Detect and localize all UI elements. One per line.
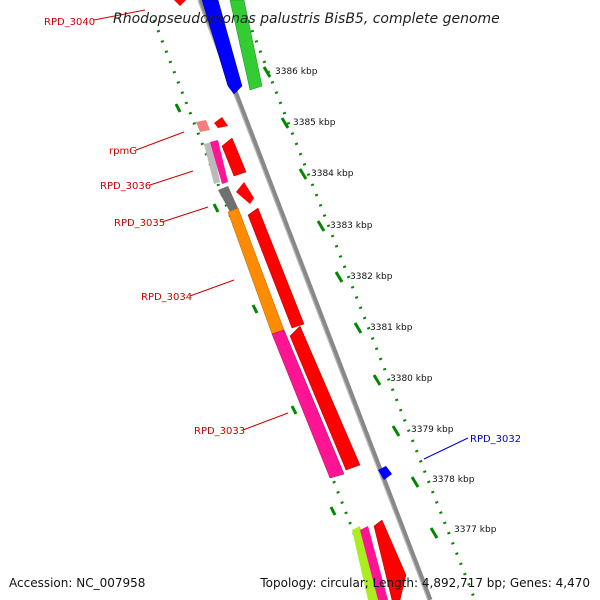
gene-label-rpmg: rpmG [109,146,137,157]
tick-label: 3384 kbp [311,169,354,179]
gene-label-rpd3034: RPD_3034 [141,292,192,303]
magenta-gene-a [210,140,228,184]
red-gene-mid [236,182,254,204]
diagram-title: Rhodopseudomonas palustris BisB5, comple… [113,11,500,27]
gene-label-rpd3040: RPD_3040 [44,17,95,28]
genome-summary-text: Topology: circular; Length: 4,892,717 bp… [260,576,590,590]
magenta-gene-c [360,526,388,600]
tick-label: 3378 kbp [432,475,475,485]
gray-gene-a [204,142,220,184]
tick-label: 3382 kbp [350,272,393,282]
tick-label: 3385 kbp [293,118,336,128]
genome-backbone [197,0,433,600]
tick-labels: 3386 kbp 3385 kbp 3384 kbp 3383 kbp 3382… [275,67,497,535]
magenta-gene-b [271,329,345,479]
gene-label-rpd3036: RPD_3036 [100,181,151,192]
tick-label: 3383 kbp [330,221,373,231]
forward-strand-genes [214,0,407,600]
green-gene-top [229,0,263,91]
gene-label-rpd3032: RPD_3032 [470,434,521,445]
light-pink-gene [196,120,210,132]
red-gene-long2 [289,325,361,471]
gene-label-rpd3035: RPD_3035 [114,218,165,229]
blue-gene-small [378,466,392,480]
leader-lines [93,9,469,460]
gene-label-rpd3033: RPD_3033 [194,426,245,437]
yellow-green-gene [352,526,378,600]
red-gene-bottom [373,519,407,600]
inner-dotted-track [152,19,382,600]
tick-label: 3379 kbp [411,425,454,435]
tick-label: 3386 kbp [275,67,318,77]
gray-gene-b [218,186,238,212]
blue-gene-top [201,0,243,95]
accession-text: Accession: NC_007958 [9,576,146,590]
gene-labels: RPD_3040 rpmG RPD_3036 RPD_3035 RPD_3034… [44,17,521,445]
red-gene-topedge [174,0,186,6]
red-gene-small [214,117,228,128]
inner-tick-marks [174,103,337,516]
red-gene-long1 [247,207,305,329]
tick-label: 3381 kbp [370,323,413,333]
reverse-strand-genes [196,0,392,600]
tick-label: 3377 kbp [454,525,497,535]
tick-label: 3380 kbp [390,374,433,384]
red-gene-rpmG-adj [221,137,247,177]
tick-marks [262,66,439,539]
